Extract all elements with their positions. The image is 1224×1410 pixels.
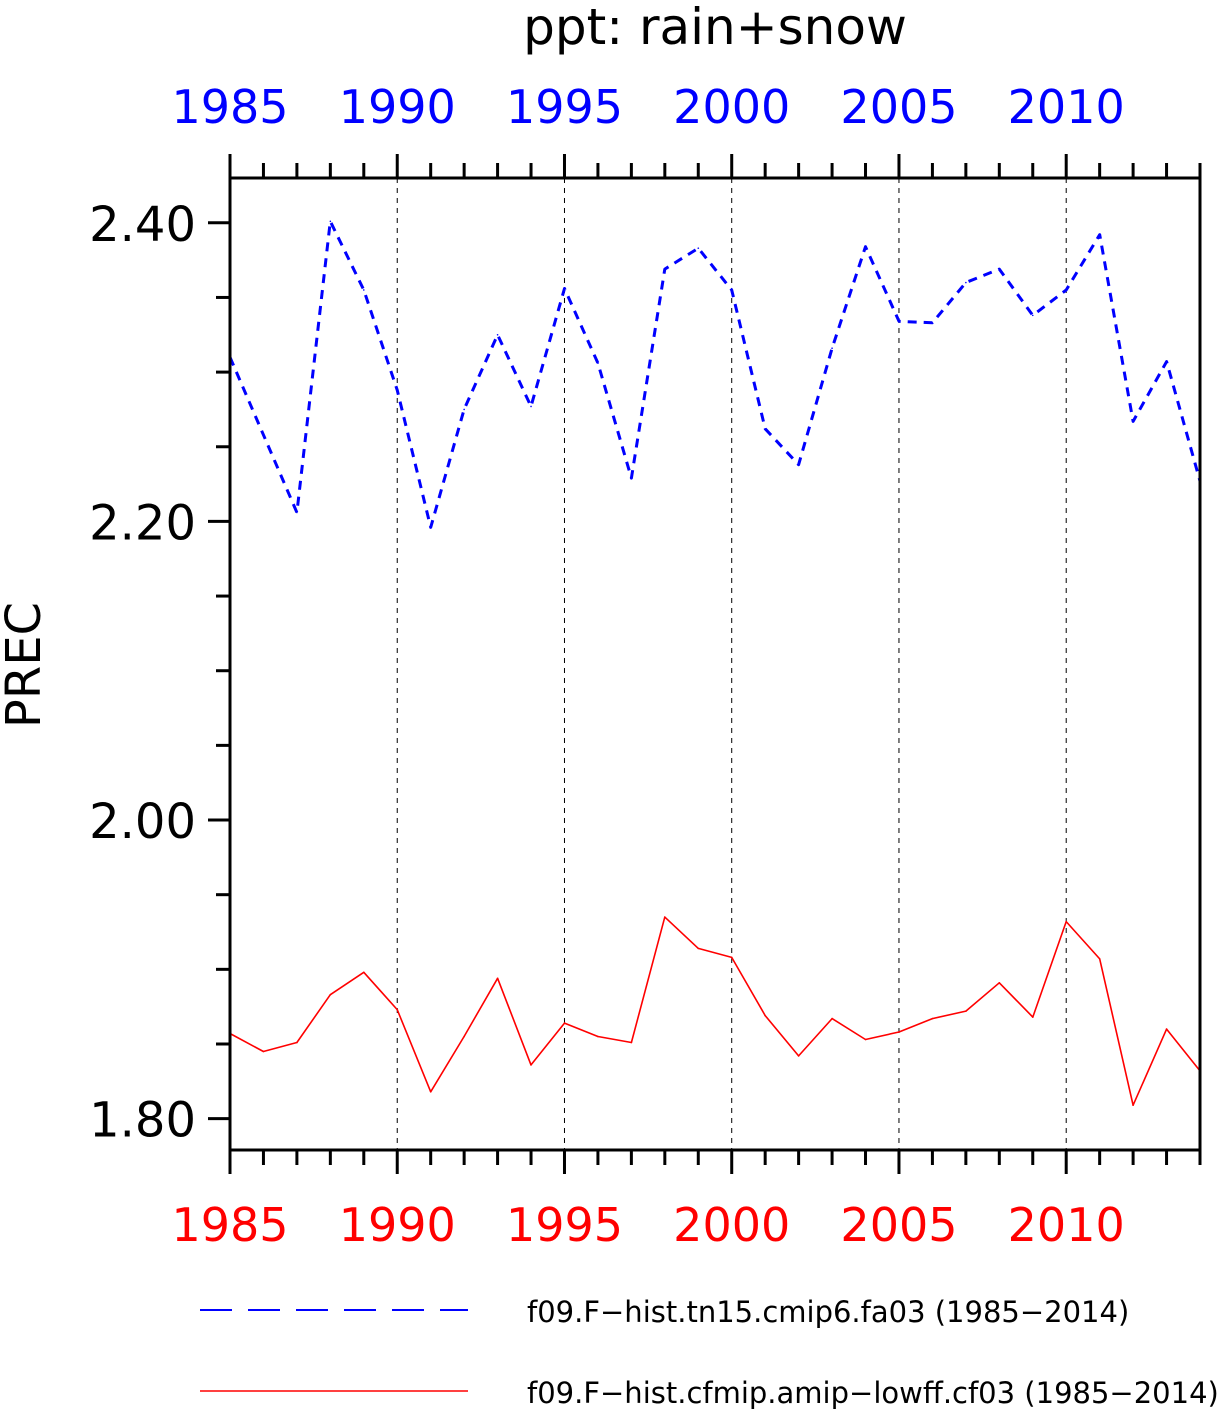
series-1-point <box>429 526 432 529</box>
series-1-point <box>931 322 934 324</box>
y-tick-label: 2.20 <box>89 495 196 551</box>
series-2-point <box>664 916 666 918</box>
series-1-point <box>898 320 900 323</box>
x-top-tick-label: 1985 <box>171 80 288 134</box>
series-2-point <box>630 1041 633 1044</box>
series-2-point <box>1132 1104 1134 1107</box>
series-2-point <box>730 956 733 959</box>
series-1-point <box>362 289 365 291</box>
series-2-point <box>262 1050 265 1053</box>
series-1-point <box>296 511 298 514</box>
x-bottom-tick-label: 1995 <box>506 1198 623 1252</box>
series-1-point <box>998 268 1001 270</box>
legend: f09.F−hist.tn15.cmip6.fa03 (1985−2014) f0… <box>200 1295 1219 1410</box>
major-ticks <box>208 154 1068 1174</box>
y-axis-label: PREC <box>0 602 52 728</box>
series-lines <box>228 219 1202 1107</box>
series-2-point <box>329 993 332 996</box>
chart-title: ppt: rain+snow <box>523 0 907 56</box>
series-1-point <box>530 405 532 408</box>
series-1-point <box>496 333 499 336</box>
x-bottom-tick-label: 1985 <box>171 1198 288 1252</box>
x-bottom-tick-labels: 1985 1990 1995 2000 2005 2010 <box>171 1198 1124 1252</box>
series-1-point <box>730 289 733 291</box>
x-bottom-tick-label: 2010 <box>1008 1198 1125 1252</box>
series-2-point <box>898 1031 900 1033</box>
series-2-point <box>429 1090 432 1093</box>
legend-label-2: f09.F−hist.cfmip.amip−lowff.cf03 (1985−2… <box>527 1376 1219 1410</box>
series-2-point <box>563 1022 566 1024</box>
x-top-tick-label: 2010 <box>1008 80 1125 134</box>
series-2-point <box>296 1041 298 1044</box>
series-2-point <box>864 1038 867 1041</box>
series-1-point <box>1065 289 1068 291</box>
plot-frame <box>228 176 1202 1152</box>
y-tick-label: 2.00 <box>89 794 196 850</box>
x-top-tick-label: 1990 <box>339 80 456 134</box>
series-2-point <box>831 1017 833 1020</box>
series-line-1 <box>228 219 1202 529</box>
series-1-point <box>797 463 800 466</box>
series-1-point <box>329 220 332 223</box>
series-1-point <box>597 362 599 364</box>
series-1-point <box>563 287 566 290</box>
series-1-point <box>864 245 867 248</box>
x-bottom-tick-label: 2005 <box>840 1198 957 1252</box>
series-2-point <box>797 1055 800 1057</box>
y-tick-label: 2.40 <box>89 197 196 253</box>
series-2-point <box>764 1014 766 1017</box>
series-2-point <box>965 1010 967 1012</box>
series-1-point <box>664 268 666 270</box>
series-2-point <box>697 947 700 950</box>
series-2-point <box>496 977 499 980</box>
series-1-point <box>764 428 766 430</box>
series-2-point <box>597 1035 599 1038</box>
legend-label-1: f09.F−hist.tn15.cmip6.fa03 (1985−2014) <box>527 1295 1129 1329</box>
series-1-point <box>697 247 700 249</box>
series-1-point <box>262 434 265 436</box>
x-bottom-tick-label: 1990 <box>339 1198 456 1252</box>
series-1-point <box>831 347 833 350</box>
series-2-point <box>396 1008 399 1011</box>
series-1-point <box>1098 233 1101 236</box>
series-line-2 <box>229 916 1201 1106</box>
y-tick-labels: 1.80 2.00 2.20 2.40 <box>89 197 196 1149</box>
minor-ticks <box>216 163 1202 1165</box>
series-1-point <box>630 477 633 479</box>
x-top-tick-label: 2000 <box>673 80 790 134</box>
series-2-point <box>1031 1016 1034 1018</box>
x-top-tick-label: 2005 <box>840 80 957 134</box>
series-1-point <box>1031 314 1034 317</box>
y-tick-label: 1.80 <box>89 1093 196 1149</box>
x-top-tick-labels: 1985 1990 1995 2000 2005 2010 <box>171 80 1124 134</box>
series-2-point <box>1065 920 1068 923</box>
series-2-point <box>1098 958 1101 960</box>
gridlines <box>396 178 1067 1150</box>
series-2-point <box>362 971 365 974</box>
series-2-point <box>998 981 1001 984</box>
series-1-point <box>1132 420 1134 423</box>
series-2-point <box>931 1017 934 1020</box>
series-1-point <box>965 281 967 284</box>
series-1-point <box>463 408 465 411</box>
x-top-tick-label: 1995 <box>506 80 623 134</box>
x-bottom-tick-label: 2000 <box>673 1198 790 1252</box>
series-1-point <box>396 389 399 391</box>
series-1-point <box>1165 360 1168 363</box>
series-2-point <box>530 1064 532 1066</box>
series-2-point <box>1165 1028 1168 1030</box>
series-2-point <box>463 1035 465 1038</box>
